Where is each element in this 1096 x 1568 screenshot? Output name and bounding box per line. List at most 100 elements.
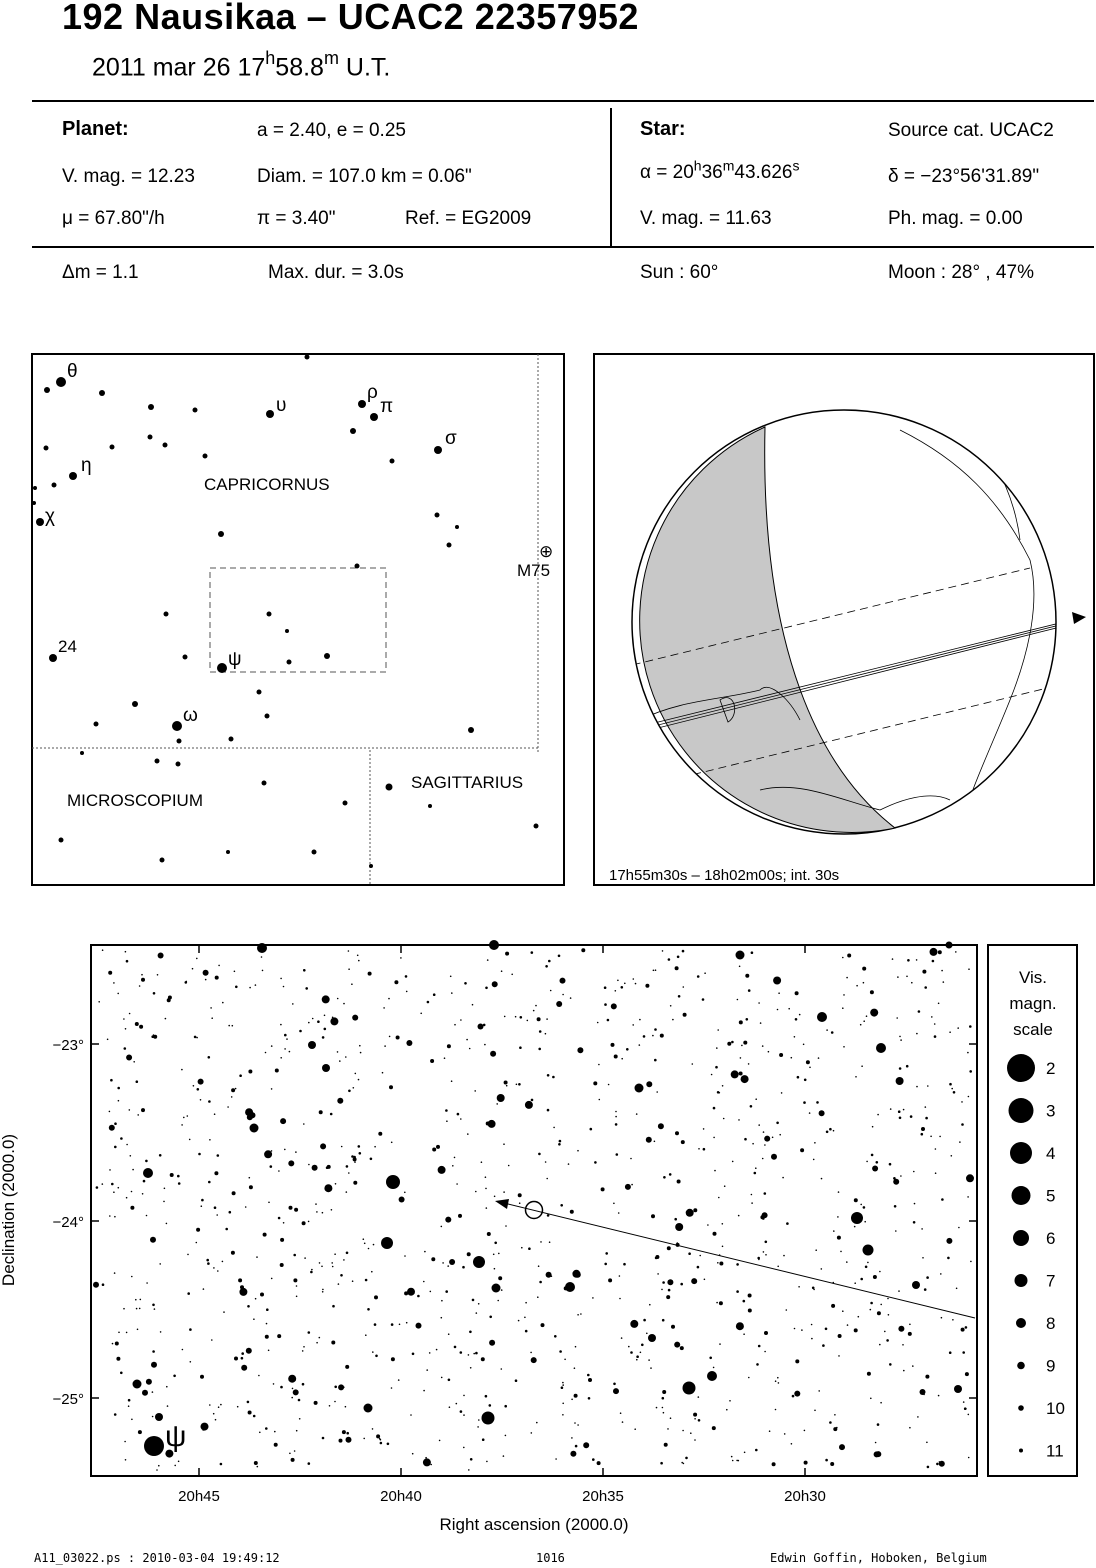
field-star	[884, 1330, 886, 1333]
field-star	[538, 1030, 542, 1033]
field-star	[925, 1116, 928, 1120]
field-star	[694, 1418, 696, 1420]
field-star	[216, 1154, 220, 1157]
field-star	[452, 1165, 454, 1167]
field-star	[645, 983, 650, 988]
field-star	[165, 1449, 174, 1458]
field-star	[475, 1190, 477, 1193]
field-star	[305, 987, 309, 990]
field-star	[864, 1265, 868, 1269]
field-star	[659, 1033, 664, 1038]
field-star	[832, 1129, 835, 1132]
field-star	[614, 990, 617, 992]
field-star	[101, 1183, 104, 1185]
field-star	[624, 982, 626, 985]
field-star	[358, 1152, 362, 1155]
field-star	[606, 1018, 610, 1022]
event-time: 2011 mar 26 17h58.8m U.T.	[92, 48, 390, 82]
field-star	[917, 1010, 921, 1013]
finder-star	[350, 428, 356, 434]
field-star	[560, 1204, 563, 1207]
field-star	[696, 975, 700, 978]
field-star	[114, 1122, 117, 1125]
finder-star	[49, 654, 57, 662]
minute-value: 58.8	[275, 53, 324, 82]
field-star	[546, 1177, 548, 1180]
field-star	[464, 982, 467, 985]
field-star	[556, 1001, 563, 1007]
field-star	[191, 967, 194, 970]
field-star	[371, 1270, 373, 1273]
field-star	[902, 1344, 904, 1346]
magnitude-label: 7	[1046, 1272, 1055, 1291]
scale-title: Vis. magn. scale	[1009, 968, 1056, 1039]
field-star	[907, 1331, 912, 1336]
field-star	[701, 998, 705, 1001]
field-star	[367, 971, 372, 976]
field-star	[256, 1465, 259, 1468]
info-top-rule	[32, 100, 1094, 102]
field-star	[909, 1115, 913, 1118]
field-star	[893, 1178, 900, 1185]
magnitude-dot	[1019, 1448, 1023, 1453]
field-star	[805, 1060, 810, 1065]
field-star	[207, 1056, 211, 1059]
field-star	[328, 1405, 331, 1407]
field-star	[117, 1186, 120, 1189]
finder-star	[354, 563, 360, 569]
field-star	[657, 1123, 664, 1130]
field-star	[514, 1379, 518, 1382]
field-star	[241, 1352, 244, 1355]
field-star	[803, 1460, 808, 1465]
finder-star	[324, 653, 330, 659]
field-star	[462, 1265, 465, 1269]
field-star	[108, 1124, 115, 1131]
field-star	[511, 973, 513, 976]
field-star	[947, 1256, 950, 1260]
field-star	[961, 1123, 964, 1126]
field-star	[459, 1410, 463, 1413]
bright-field-star	[381, 1237, 393, 1249]
field-star	[964, 1326, 968, 1329]
field-star	[650, 1367, 652, 1369]
field-star	[952, 1091, 956, 1094]
field-star	[798, 1286, 800, 1288]
night-side	[639, 426, 897, 833]
field-star	[289, 1452, 291, 1455]
field-star	[871, 1125, 874, 1128]
field-star	[810, 1323, 813, 1326]
field-star	[231, 1191, 236, 1196]
field-star	[764, 1144, 766, 1146]
field-star	[839, 1444, 845, 1451]
field-star	[308, 1163, 310, 1166]
field-star	[887, 1314, 890, 1316]
field-star	[227, 1106, 229, 1108]
field-star	[931, 959, 935, 963]
field-star	[524, 1316, 526, 1319]
ra-seconds: 43.626	[734, 162, 793, 183]
field-star	[150, 1236, 156, 1243]
field-star	[284, 1148, 286, 1151]
field-star	[158, 1464, 160, 1467]
field-star	[267, 1349, 270, 1352]
field-star	[493, 1267, 496, 1270]
field-star	[447, 1333, 450, 1335]
field-star	[135, 1298, 137, 1301]
field-star	[718, 1091, 721, 1094]
field-star	[669, 1005, 672, 1007]
field-star	[709, 1356, 712, 1360]
field-star	[741, 1044, 743, 1047]
field-star	[855, 1076, 857, 1078]
field-star	[857, 1315, 860, 1318]
field-star	[572, 1269, 581, 1278]
field-star	[254, 1297, 257, 1300]
field-star	[923, 1288, 927, 1291]
field-star	[261, 969, 264, 972]
field-star	[718, 1301, 723, 1306]
field-star	[697, 1396, 700, 1398]
field-star	[824, 1327, 828, 1331]
field-star	[682, 986, 685, 988]
field-star	[829, 1127, 832, 1131]
field-star	[614, 1123, 618, 1126]
cluster-label: M75	[517, 561, 550, 580]
